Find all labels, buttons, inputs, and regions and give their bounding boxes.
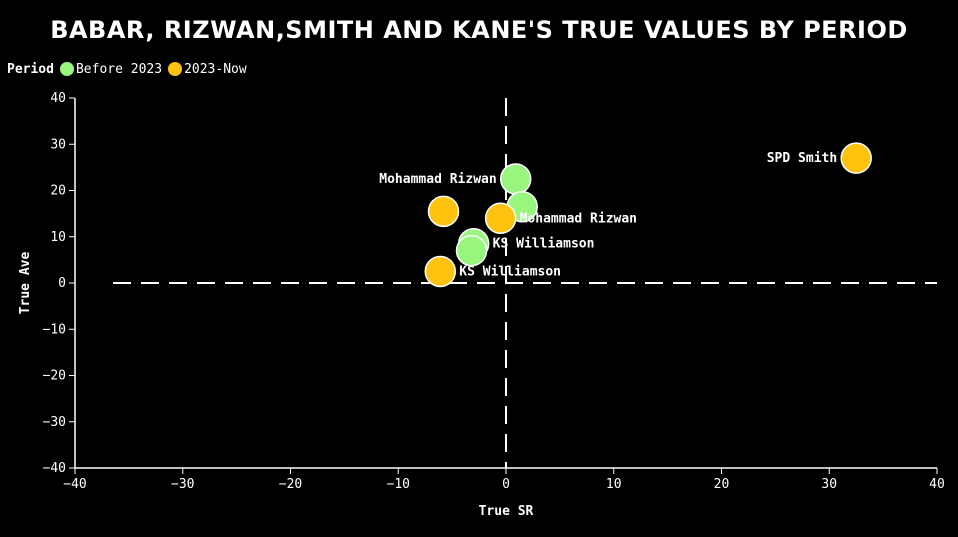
data-point [427,195,460,228]
data-label: Mohammad Rizwan [520,211,637,226]
data-label: Mohammad Rizwan [379,172,496,187]
legend-label-2023-now: 2023-Now [184,61,247,77]
x-tick-label: 30 [821,477,837,492]
legend-swatch-before-2023 [59,62,74,76]
legend-item-2023-now: 2023-Now [168,62,253,77]
legend-title: Period [7,61,54,77]
y-tick-label: 30 [50,137,66,152]
x-tick-label: −20 [279,477,302,492]
x-axis-label: True SR [479,504,534,519]
data-point [840,142,872,174]
x-tick-label: 10 [606,477,622,492]
legend-swatch-2023-now [168,62,183,76]
legend-item-before-2023: Before 2023 [59,61,168,77]
x-tick-label: 20 [714,477,730,492]
x-tick-label: −30 [171,477,194,492]
x-tick-label: −10 [387,477,410,492]
y-tick-label: 20 [50,184,66,199]
data-label: KS Williamson [493,237,595,252]
data-label: KS Williamson [459,264,561,279]
data-point [484,202,517,234]
legend: Period Before 2023 2023-Now [7,60,253,78]
data-point [424,255,457,288]
y-axis-label: True Ave [18,252,33,315]
data-point [455,234,488,267]
legend-label-before-2023: Before 2023 [75,61,163,77]
y-tick-label: 0 [58,276,66,291]
y-tick-label: −30 [43,415,66,430]
data-point [499,163,532,195]
y-tick-label: 40 [50,91,66,106]
x-tick-label: 0 [502,477,510,492]
data-label: SPD Smith [767,151,837,166]
chart-title: BABAR, RIZWAN,SMITH AND KANE'S TRUE VALU… [50,16,908,44]
y-tick-label: −40 [43,461,66,476]
y-tick-label: 10 [50,230,66,245]
x-tick-label: −40 [63,477,86,492]
y-tick-label: −10 [43,322,66,337]
x-tick-label: 40 [929,477,945,492]
y-tick-label: −20 [43,369,66,384]
